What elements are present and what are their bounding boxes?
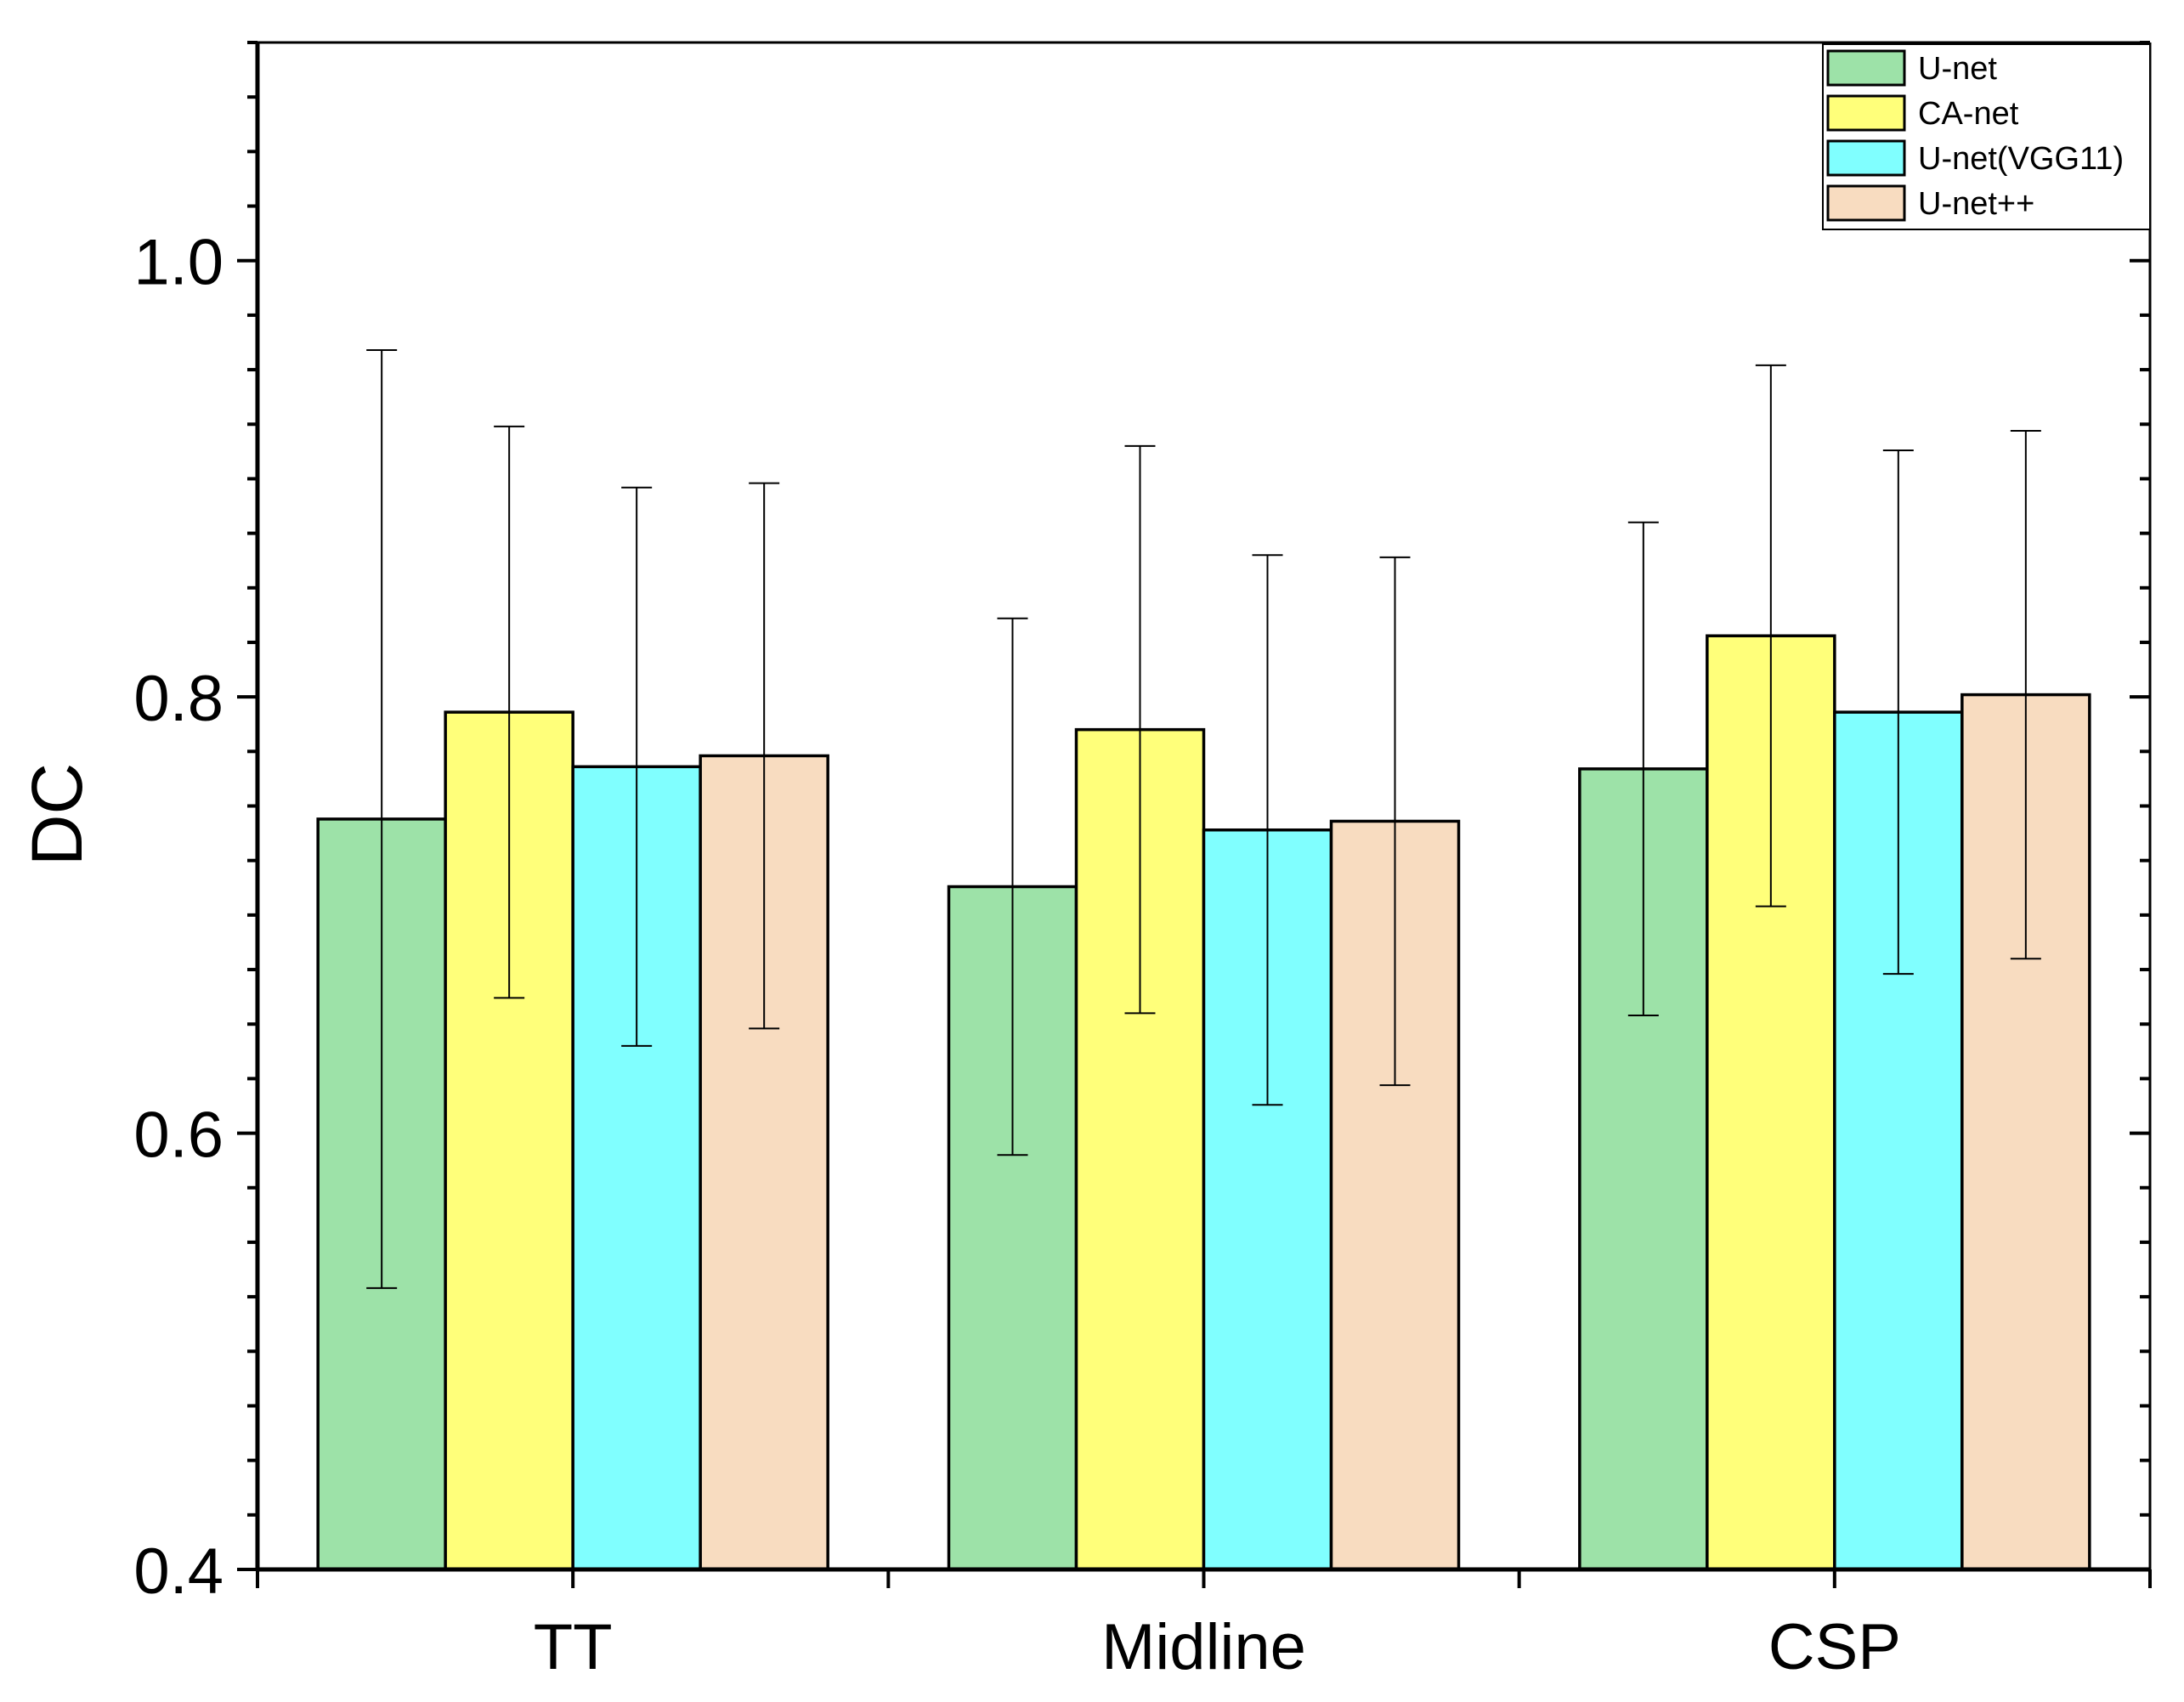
y-tick-label: 0.6 — [133, 1100, 223, 1172]
y-tick-label: 0.4 — [133, 1535, 223, 1608]
legend-swatch-U-net — [1826, 49, 1906, 87]
y-tick-label: 0.8 — [133, 663, 223, 735]
axes-layer: 0.4 0.6 0.8 1.0 TT Midline CSP DC — [17, 41, 2152, 1683]
legend: U-net CA-net U-net(VGG11) U-net++ — [1822, 43, 2151, 230]
x-category-label-Midline: Midline — [1101, 1611, 1306, 1683]
legend-swatch-CA-net — [1826, 94, 1906, 132]
y-axis-label: DC — [17, 763, 97, 866]
legend-label-U-net(VGG11): U-net(VGG11) — [1918, 141, 2124, 177]
legend-swatch-U-net(VGG11) — [1826, 139, 1906, 177]
x-category-label-TT: TT — [534, 1611, 613, 1683]
legend-label-U-net++: U-net++ — [1918, 186, 2034, 222]
legend-label-U-net: U-net — [1918, 51, 1997, 87]
legend-label-CA-net: CA-net — [1918, 96, 2019, 132]
error-bars-layer — [366, 348, 2041, 1289]
bars-layer — [316, 634, 2091, 1571]
x-category-label-CSP: CSP — [1768, 1611, 1901, 1683]
y-tick-label: 1.0 — [133, 227, 223, 299]
legend-swatch-U-net++ — [1826, 184, 1906, 222]
